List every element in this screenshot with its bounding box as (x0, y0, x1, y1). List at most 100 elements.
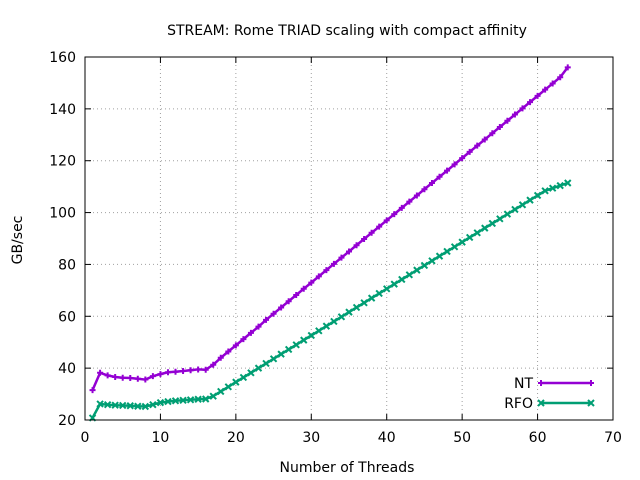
data-point-rfo (383, 285, 391, 293)
data-point-rfo (217, 387, 225, 396)
data-point-rfo (503, 210, 512, 218)
data-point-rfo (375, 289, 383, 298)
series-line-nt (91, 66, 569, 391)
data-point-nt (383, 217, 390, 224)
data-point-rfo (450, 243, 459, 251)
grid (85, 57, 613, 420)
data-point-rfo (277, 350, 285, 358)
data-point-rfo (300, 336, 308, 344)
data-point-nt (474, 142, 481, 149)
data-point-nt (315, 273, 322, 280)
data-point-nt (496, 124, 503, 131)
data-point-rfo (209, 392, 217, 400)
data-point-nt (225, 348, 232, 355)
data-point-rfo (156, 398, 165, 407)
data-point-nt (149, 373, 156, 380)
data-point-rfo (134, 402, 142, 410)
data-point-rfo (194, 395, 202, 403)
data-point-nt (293, 292, 300, 299)
data-point-rfo (390, 280, 398, 288)
data-point-nt (406, 198, 413, 205)
data-point-rfo (224, 383, 233, 391)
y-tick-label: 160 (49, 50, 76, 66)
data-point-nt (549, 80, 556, 87)
y-tick-label: 120 (49, 154, 76, 170)
x-tick-label: 20 (227, 430, 245, 446)
data-point-nt (172, 368, 179, 375)
data-point-rfo (247, 369, 255, 377)
data-point-nt (210, 361, 217, 368)
data-point-rfo (337, 313, 346, 321)
legend-marker-rfo (537, 399, 545, 407)
legend-item-rfo: RFO (504, 396, 595, 412)
data-point-rfo (149, 400, 157, 409)
data-point-rfo (360, 299, 368, 307)
data-point-nt (112, 373, 119, 380)
legend-marker-nt (538, 380, 544, 386)
data-point-rfo (141, 402, 150, 411)
data-point-nt (142, 376, 149, 383)
data-point-rfo (405, 271, 414, 279)
data-point-nt (557, 74, 564, 81)
x-tick-label: 70 (604, 430, 622, 446)
data-point-nt (413, 192, 420, 199)
data-point-nt (180, 367, 187, 374)
data-point-nt (217, 354, 224, 361)
data-point-rfo (330, 317, 338, 326)
x-tick-label: 10 (152, 430, 170, 446)
data-point-nt (519, 105, 526, 112)
x-axis-label: Number of Threads (280, 460, 415, 476)
legend-marker-nt (588, 380, 594, 386)
data-point-nt (391, 211, 398, 218)
data-point-rfo (518, 201, 527, 209)
data-point-nt (164, 369, 171, 376)
legend-label-nt: NT (514, 376, 533, 392)
data-point-rfo (496, 215, 504, 223)
data-point-rfo (526, 196, 534, 204)
data-point-rfo (458, 238, 466, 246)
x-tick-label: 40 (378, 430, 396, 446)
data-point-rfo (533, 191, 542, 200)
data-point-rfo (367, 294, 376, 302)
data-point-nt (134, 375, 141, 382)
data-point-nt (361, 236, 368, 243)
legend-label-rfo: RFO (504, 396, 533, 412)
data-point-nt (195, 366, 202, 373)
axis-ticks: 0 10 20 30 40 50 60 70 20 40 60 80 100 120 140 160 (49, 50, 622, 446)
data-point-rfo (345, 308, 353, 316)
legend-marker-rfo (587, 399, 595, 407)
data-point-nt (466, 148, 473, 155)
data-point-nt (89, 387, 96, 394)
data-point-rfo (465, 233, 474, 242)
data-point-nt (97, 369, 104, 376)
legend-item-nt: NT (514, 376, 594, 392)
data-point-nt (428, 180, 435, 187)
data-point-nt (323, 267, 330, 274)
data-point-rfo (413, 266, 421, 274)
data-point-nt (255, 323, 262, 330)
y-tick-label: 80 (58, 257, 76, 273)
data-point-nt (368, 229, 375, 236)
data-point-nt (346, 248, 352, 255)
data-point-nt (187, 367, 194, 374)
data-point-nt (511, 111, 518, 118)
data-point-nt (127, 374, 134, 381)
data-point-nt (534, 92, 541, 99)
data-point-rfo (96, 400, 104, 408)
data-point-rfo (179, 396, 187, 405)
data-point-rfo (473, 229, 481, 237)
data-point-rfo (171, 397, 180, 405)
y-tick-label: 40 (58, 361, 76, 377)
data-point-rfo (239, 373, 248, 382)
data-point-nt (564, 64, 571, 71)
data-point-nt (247, 329, 254, 336)
data-point-rfo (428, 257, 436, 265)
y-axis-label: GB/sec (10, 216, 26, 265)
data-point-nt (330, 260, 337, 267)
x-tick-label: 0 (81, 430, 90, 446)
data-point-rfo (164, 397, 172, 406)
data-point-rfo (556, 181, 564, 190)
data-point-rfo (481, 224, 489, 232)
data-point-nt (300, 285, 307, 292)
